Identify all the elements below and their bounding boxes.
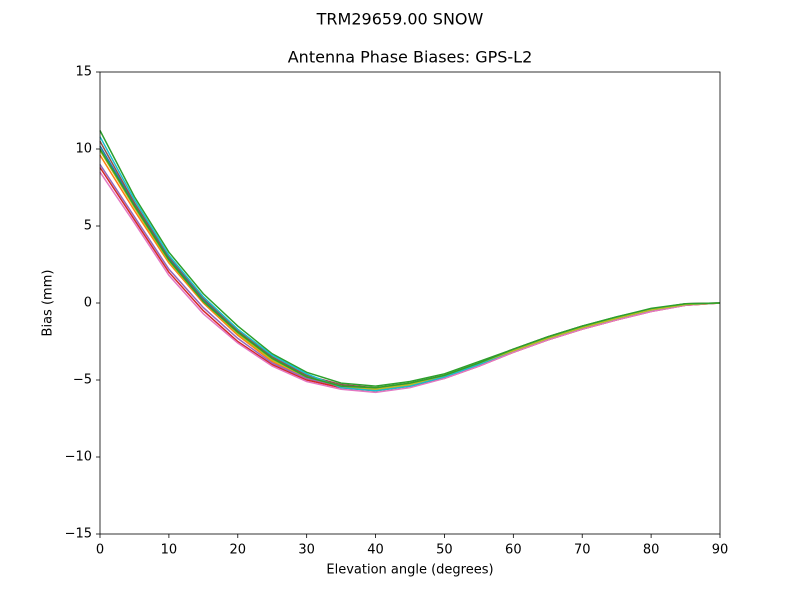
data-line [99, 148, 721, 389]
data-line [99, 171, 721, 394]
plot-frame [99, 71, 721, 535]
y-tick-label: 10 [75, 142, 92, 157]
suptitle: TRM29659.00 SNOW [316, 10, 484, 29]
x-tick-label: 80 [643, 543, 660, 558]
y-tick-label: −5 [73, 373, 92, 388]
y-tick-label: −15 [65, 527, 92, 542]
x-tick-label: 70 [574, 543, 591, 558]
x-tick-label: 60 [505, 543, 522, 558]
x-tick-label: 0 [96, 543, 104, 558]
x-tick-label: 90 [712, 543, 729, 558]
chart-title: Antenna Phase Biases: GPS-L2 [288, 48, 533, 67]
x-tick-label: 50 [436, 543, 453, 558]
x-tick-label: 20 [230, 543, 247, 558]
x-tick-label: 10 [161, 543, 178, 558]
y-tick-label: 0 [84, 296, 92, 311]
x-tick-label: 40 [367, 543, 384, 558]
y-axis-label: Bias (mm) [41, 270, 56, 337]
x-axis-label: Elevation angle (degrees) [326, 563, 493, 578]
y-tick-label: −10 [65, 450, 92, 465]
y-tick-label: 5 [84, 219, 92, 234]
y-tick-label: 15 [75, 65, 92, 80]
x-tick-label: 30 [298, 543, 315, 558]
